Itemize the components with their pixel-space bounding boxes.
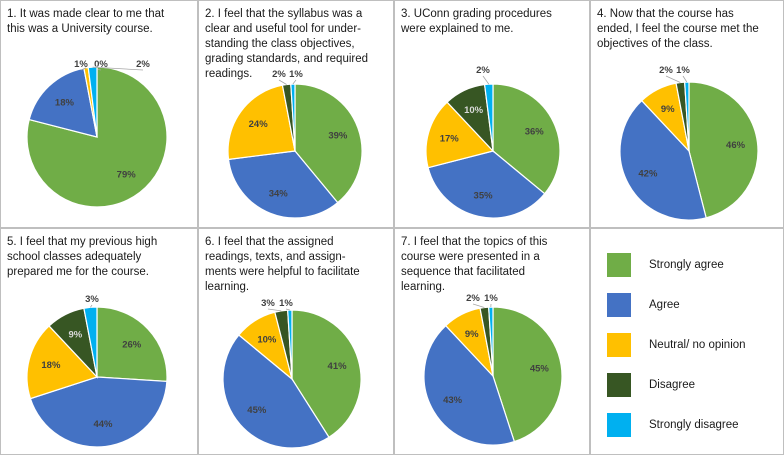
- pie-2-label-strongly-disagree: 1%: [289, 69, 303, 80]
- pie-1-label-neutral: 1%: [74, 59, 88, 70]
- chart-legend: Strongly agree Agree Neutral/ no opinion…: [590, 228, 784, 455]
- pie-1-label-strongly-agree: 79%: [117, 170, 137, 181]
- pie-3-label-disagree: 10%: [464, 105, 484, 116]
- pie-chart-2: 39% 34% 24% 2%1%: [199, 1, 395, 229]
- pie-panel-6: 6. I feel that the assigned readings, te…: [198, 228, 394, 455]
- pie-5-label-strongly-disagree: 3%: [85, 294, 99, 305]
- pie-1-label-agree: 18%: [55, 97, 75, 108]
- legend-label-strongly-agree: Strongly agree: [649, 259, 724, 271]
- legend-swatch-neutral: [607, 333, 631, 357]
- pie-chart-5: 26% 44% 18% 9% 3%: [1, 229, 199, 456]
- legend-swatch-agree: [607, 293, 631, 317]
- pie-7-label-neutral: 9%: [465, 329, 479, 340]
- pie-2-label-strongly-agree: 39%: [328, 131, 348, 142]
- pie-panel-7: 7. I feel that the topics of this course…: [394, 228, 590, 455]
- pie-2-leader-disagree: [279, 80, 287, 85]
- pie-6-leader-disagree: [268, 309, 281, 311]
- pie-4-label-strongly-agree: 46%: [726, 140, 746, 151]
- pie-5-label-neutral: 18%: [41, 360, 61, 371]
- pie-panel-3: 3. UConn grading procedures were explain…: [394, 0, 590, 228]
- legend-swatch-strongly-disagree: [607, 413, 631, 437]
- legend-item-disagree: Disagree: [607, 372, 695, 398]
- pie-chart-4: 46% 42% 9% 2%1%: [591, 1, 784, 229]
- pie-chart-3: 36% 35% 17% 10% 2%: [395, 1, 591, 229]
- pie-7-label-strongly-disagree: 1%: [484, 293, 498, 304]
- pie-chart-6: 41% 45% 10% 3% 1%: [199, 229, 395, 456]
- pie-chart-1: 79%18%1%0%2%: [1, 1, 199, 229]
- pie-7-label-strongly-agree: 45%: [530, 364, 550, 375]
- pie-5-label-strongly-agree: 26%: [122, 339, 142, 350]
- legend-label-strongly-disagree: Strongly disagree: [649, 419, 739, 431]
- legend-swatch-strongly-agree: [607, 253, 631, 277]
- pie-4-leader-strongly-disagree: [683, 76, 687, 82]
- pie-7-leader-disagree: [473, 304, 484, 308]
- legend-label-agree: Agree: [649, 299, 680, 311]
- pie-4-label-disagree: 2%: [659, 65, 673, 76]
- pie-4-label-agree: 42%: [638, 169, 658, 180]
- pie-6-label-disagree: 3%: [261, 298, 275, 309]
- pie-4-leader-disagree: [666, 76, 680, 83]
- pie-6-label-strongly-disagree: 1%: [279, 298, 293, 309]
- pie-1-label-strongly-disagree: 2%: [136, 59, 150, 70]
- pie-panel-4: 4. Now that the course has ended, I feel…: [590, 0, 784, 228]
- pie-3-label-strongly-agree: 36%: [525, 127, 545, 138]
- pie-4-label-neutral: 9%: [661, 104, 675, 115]
- pie-6-label-strongly-agree: 41%: [328, 361, 348, 372]
- pie-chart-7: 45% 43% 9% 2% 1%: [395, 229, 591, 456]
- legend-item-agree: Agree: [607, 292, 680, 318]
- pie-2-label-agree: 34%: [269, 188, 289, 199]
- pie-2-label-disagree: 2%: [272, 69, 286, 80]
- legend-item-neutral: Neutral/ no opinion: [607, 332, 746, 358]
- pie-5-label-disagree: 9%: [69, 330, 83, 341]
- pie-3-label-agree: 35%: [474, 190, 494, 201]
- legend-item-strongly-agree: Strongly agree: [607, 252, 724, 278]
- legend-swatch-disagree: [607, 373, 631, 397]
- pie-panel-5: 5. I feel that my previous high school c…: [0, 228, 198, 455]
- pie-3-leader-strongly-disagree: [483, 76, 489, 84]
- pie-3-label-strongly-disagree: 2%: [476, 65, 490, 76]
- pie-panel-1: 1. It was made clear to me that this was…: [0, 0, 198, 228]
- pie-2-label-neutral: 24%: [249, 119, 269, 130]
- pie-6-label-agree: 45%: [247, 405, 267, 416]
- legend-item-strongly-disagree: Strongly disagree: [607, 412, 739, 438]
- pie-panel-2: 2. I feel that the syllabus was a clear …: [198, 0, 394, 228]
- pie-4-label-strongly-disagree: 1%: [676, 65, 690, 76]
- pie-5-label-agree: 44%: [93, 419, 113, 430]
- pie-3-label-neutral: 17%: [440, 133, 460, 144]
- pie-6-label-neutral: 10%: [257, 334, 277, 345]
- legend-label-disagree: Disagree: [649, 379, 695, 391]
- pie-7-label-agree: 43%: [443, 395, 463, 406]
- legend-label-neutral: Neutral/ no opinion: [649, 339, 746, 351]
- pie-7-label-disagree: 2%: [466, 293, 480, 304]
